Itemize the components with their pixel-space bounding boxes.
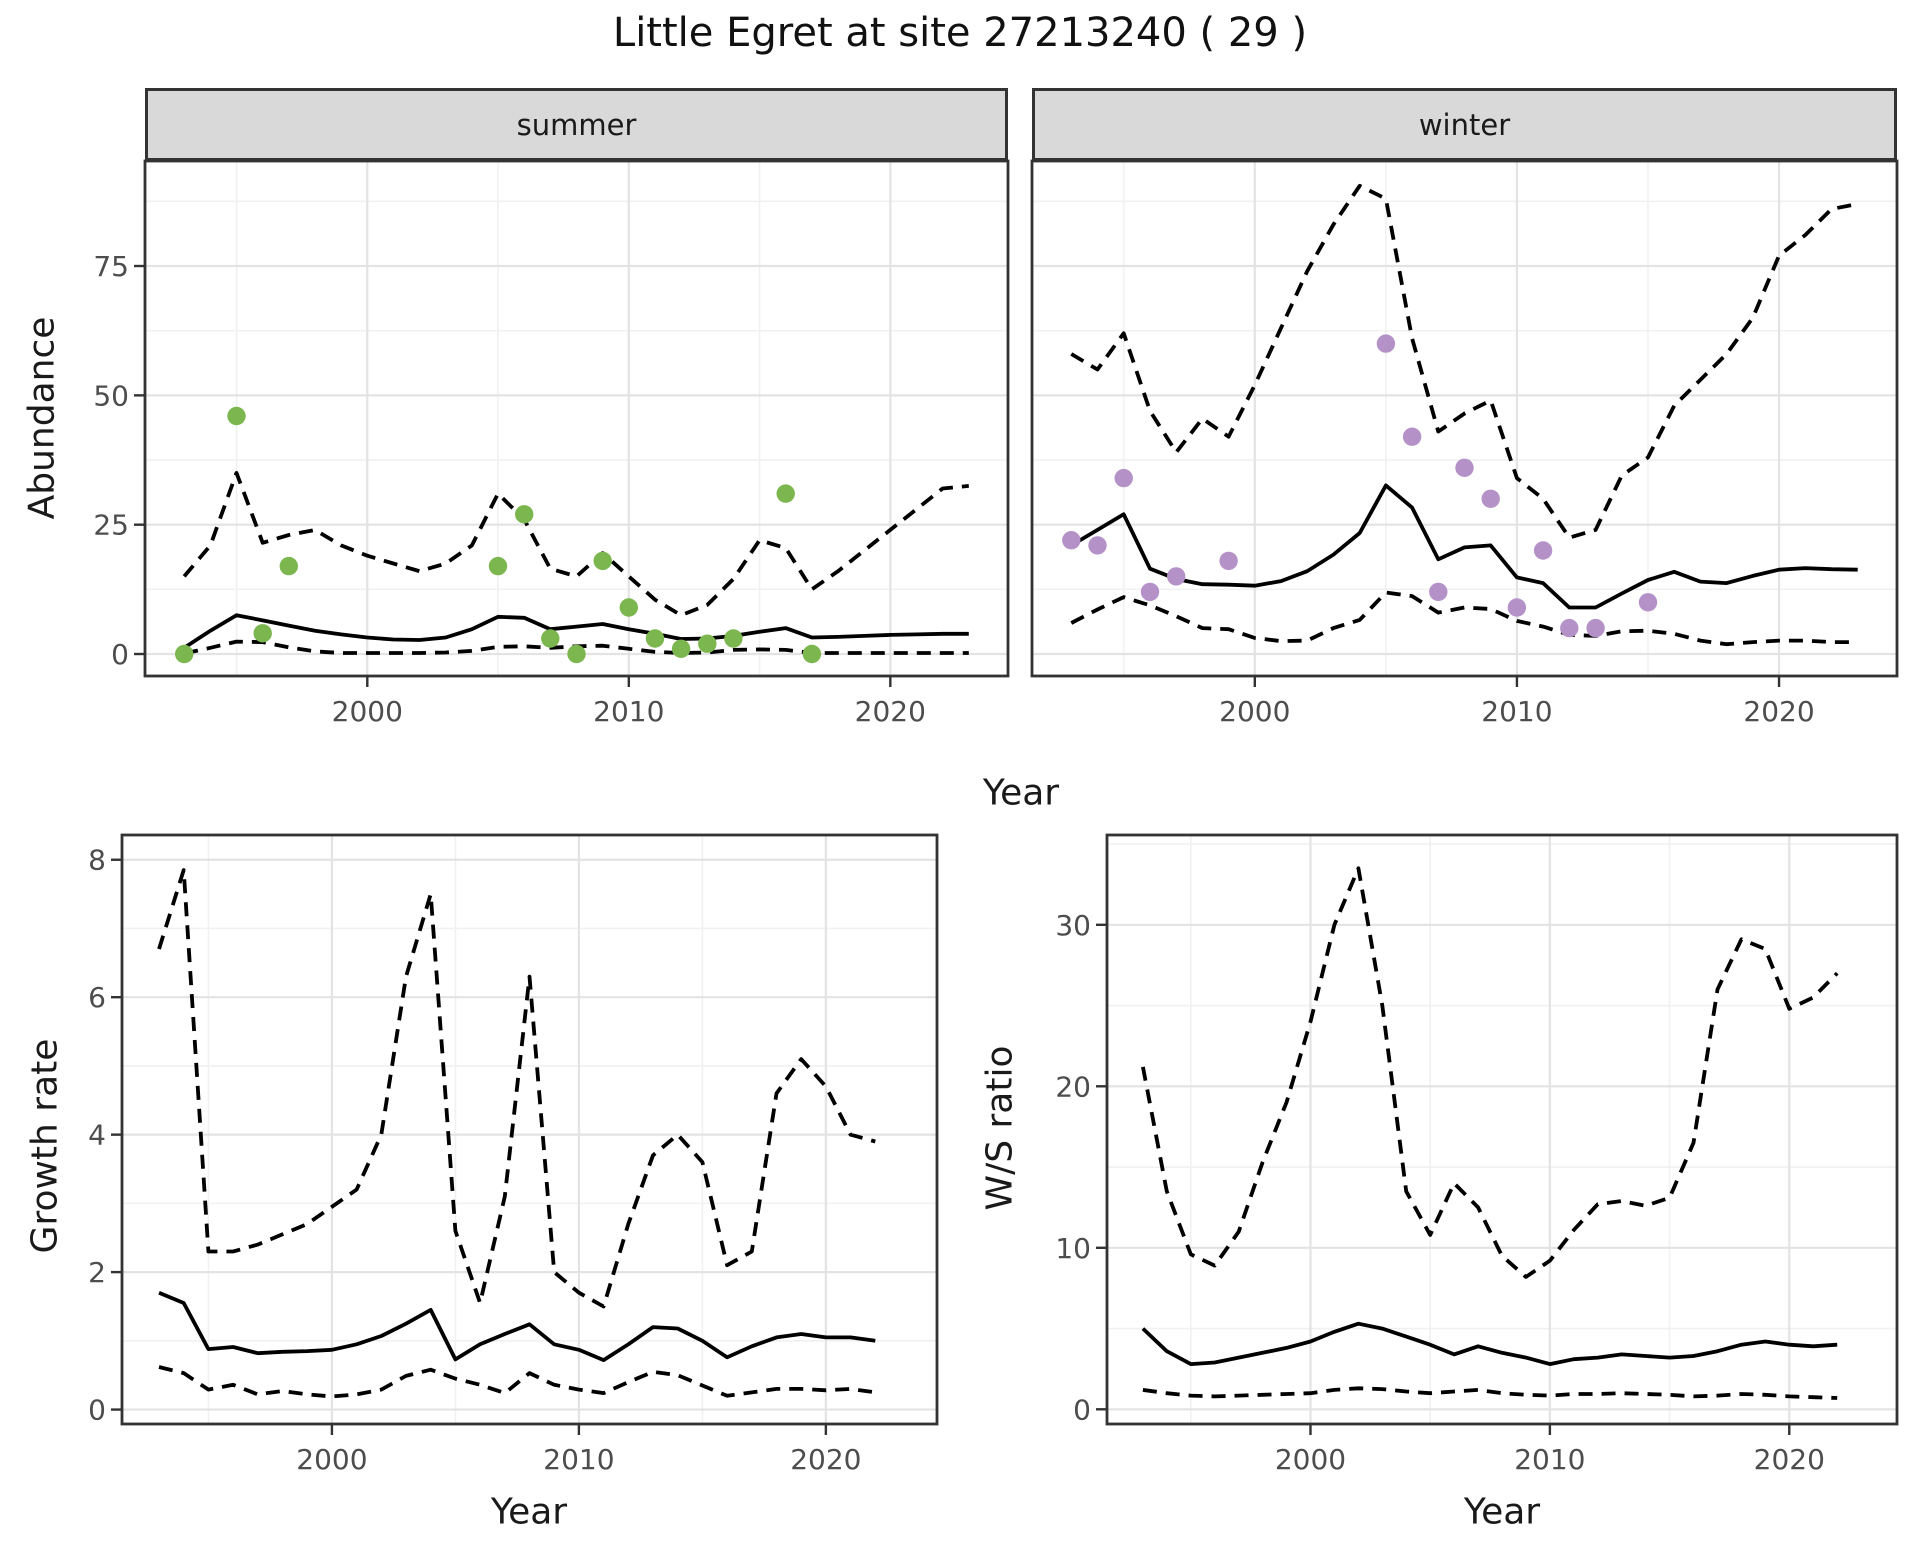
abundance-summer-data-point [776,484,795,503]
abundance-summer-upper_ci-line [182,470,969,618]
growth-rate-x-tick-label: 2020 [790,1443,861,1476]
abundance-winter-x-tick-label: 2000 [1219,695,1290,728]
abundance-summer-data-point [593,551,612,571]
facet-strip-winter: winter [1032,88,1897,161]
abundance-winter-panel-border [1030,159,1899,678]
abundance-winter-data-point [1455,458,1474,477]
page-title: Little Egret at site 27213240 ( 29 ) [612,10,1308,56]
abundance-summer-y-tick-label: 0 [111,638,129,671]
growth-rate-y-tick-label: 8 [88,844,106,877]
abundance-summer-y-tick-label: 50 [93,379,129,412]
x-axis-title-year-bottom-left: Year [490,1491,568,1533]
abundance-summer-data-point [724,629,743,648]
growth-rate-y-tick-label: 0 [88,1394,106,1427]
ws-ratio-y-tick-label: 20 [1055,1070,1091,1103]
abundance-summer-data-point [541,629,560,648]
ws-ratio-x-tick-label: 2000 [1275,1443,1346,1476]
abundance-summer-y-tick-label: 75 [93,250,129,283]
abundance-summer-data-point [567,644,586,664]
x-axis-title-year-top: Year [982,772,1060,814]
ws-ratio-y-tick-label: 30 [1055,909,1091,942]
ws-ratio-lower_ci-line [1142,1386,1838,1400]
abundance-summer-data-point [671,639,691,658]
abundance-winter-data-point [1114,468,1133,488]
abundance-winter-data-point [1088,536,1107,555]
abundance-winter-x-tick-label: 2010 [1481,695,1552,728]
abundance-winter-data-point [1560,618,1579,638]
abundance-summer-x-tick-label: 2000 [332,695,403,728]
abundance-winter-data-point [1167,567,1186,586]
abundance-winter-data-point [1402,427,1422,446]
ws-ratio-y-tick-label: 0 [1073,1393,1091,1426]
abundance-winter-data-point [1638,593,1658,612]
abundance-summer-data-point [488,556,508,576]
abundance-winter-data-point [1062,531,1081,550]
abundance-summer-x-tick-label: 2020 [855,695,926,728]
abundance-summer-data-point [698,634,717,653]
growth-rate-lower_ci-line [158,1365,876,1399]
abundance-winter-data-point [1586,618,1605,638]
abundance-summer-data-point [802,644,822,664]
ws-ratio-y-tick-label: 10 [1055,1232,1091,1265]
abundance-winter-upper_ci-line [1070,183,1859,540]
abundance-summer-data-point [227,406,246,426]
abundance-winter-x-tick-label: 2020 [1743,695,1814,728]
ws-ratio-upper_ci-line [1141,866,1839,1279]
growth-rate-x-tick-label: 2000 [296,1443,367,1476]
abundance-summer-data-point [253,624,272,643]
ws-ratio-x-tick-label: 2010 [1514,1443,1585,1476]
abundance-winter-data-point [1140,582,1160,602]
y-axis-title-abundance: Abundance [21,316,63,520]
y-axis-title-ws-ratio: W/S ratio [979,1045,1021,1211]
abundance-summer-data-point [515,505,534,524]
ws-ratio-fit-line [1141,1321,1838,1366]
abundance-winter-data-point [1219,551,1238,571]
abundance-winter-data-point [1429,582,1448,602]
abundance-winter-data-point [1507,598,1527,617]
abundance-summer-x-tick-label: 2010 [593,695,664,728]
abundance-summer-data-point [279,556,298,576]
abundance-summer-data-point [645,629,665,648]
growth-rate-panel-border [120,833,939,1426]
growth-rate-y-tick-label: 2 [88,1256,106,1289]
ws-ratio-panel-background [1107,835,1897,1424]
growth-rate-fit-line [158,1290,876,1362]
facet-strip-summer: summer [145,88,1008,161]
abundance-winter-lower_ci-line [1070,590,1858,647]
growth-rate-upper_ci-line [157,868,876,1309]
growth-rate-x-tick-label: 2010 [543,1443,614,1476]
x-axis-title-year-bottom-right: Year [1463,1491,1541,1533]
abundance-winter-panel-background [1032,161,1897,676]
ws-ratio-x-tick-label: 2020 [1754,1443,1825,1476]
abundance-summer-y-tick-label: 25 [93,509,129,542]
abundance-summer-panel-border [143,159,1010,678]
abundance-summer-fit-line [183,613,969,650]
facet-strip-winter-label: winter [1418,107,1511,142]
growth-rate-y-tick-label: 4 [88,1119,106,1152]
growth-rate-y-tick-label: 6 [88,981,106,1014]
abundance-summer-data-point [175,644,194,664]
abundance-summer-data-point [619,598,638,617]
abundance-winter-data-point [1481,489,1500,508]
abundance-summer-panel-background [145,161,1008,676]
abundance-winter-fit-line [1070,483,1858,610]
ws-ratio-panel-border [1105,833,1899,1426]
y-axis-title-growth-rate: Growth rate [24,1038,66,1254]
abundance-winter-data-point [1376,334,1396,353]
facet-strip-summer-label: summer [516,107,637,142]
abundance-winter-data-point [1533,541,1553,560]
